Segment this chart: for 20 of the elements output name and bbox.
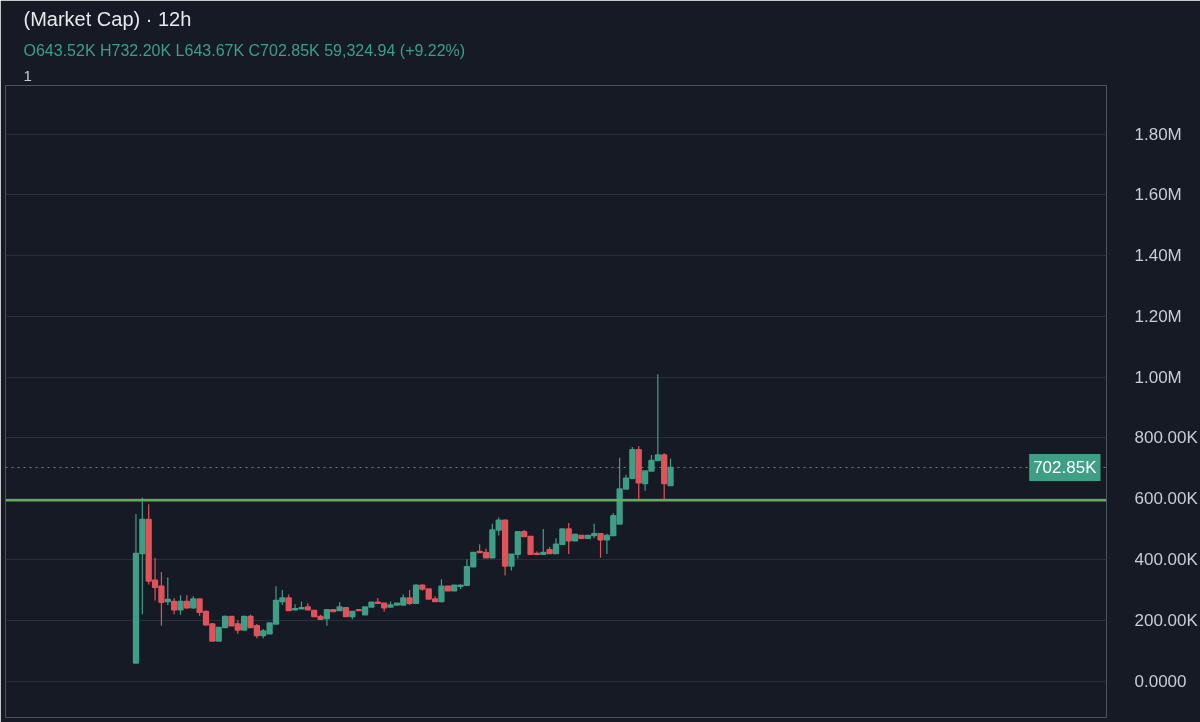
candlestick	[597, 532, 604, 559]
y-tick-label: 400.00K	[1134, 550, 1199, 569]
y-tick-label: 1.40M	[1134, 246, 1182, 266]
candlestick	[177, 594, 184, 616]
y-tick-label: 0.0000	[1134, 671, 1187, 691]
ref-line-label: 702.85K	[1033, 457, 1098, 477]
y-tick-label: 800.00K	[1134, 428, 1199, 448]
candlestick	[540, 528, 547, 556]
y-tick-label: 200.00K	[1134, 610, 1199, 630]
y-tick-label: 1.60M	[1134, 185, 1182, 205]
text: 1	[23, 66, 32, 84]
candlestick	[565, 522, 572, 555]
chart-subtitle: O643.52K H732.20K L643.67K C702.85K 59,324.94 (+9.22%)	[23, 41, 466, 59]
y-tick-label: 1.20M	[1134, 306, 1182, 326]
candlestick	[412, 583, 420, 604]
y-tick-label: 1.00M	[1134, 367, 1182, 387]
candlestick	[164, 576, 171, 606]
y-tick-label: 1.80M	[1134, 124, 1182, 144]
y-tick-label: 600.00K	[1134, 489, 1199, 509]
chart-title: (Market Cap) · 12h	[23, 7, 192, 30]
